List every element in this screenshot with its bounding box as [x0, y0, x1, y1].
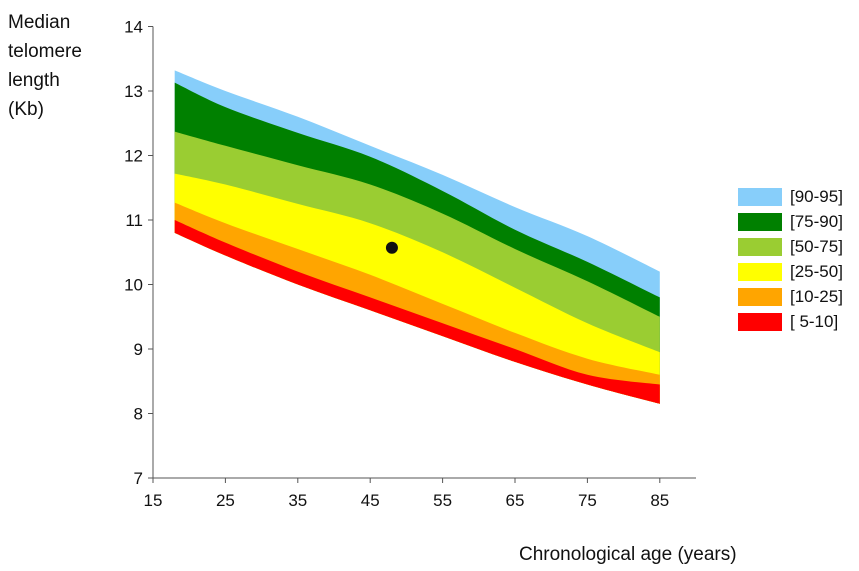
legend-label: [50-75] — [790, 236, 843, 256]
legend-swatch — [738, 262, 782, 281]
percentile-bands — [174, 70, 660, 404]
y-axis-label-line: Median — [8, 12, 71, 33]
legend-item: [50-75] — [738, 234, 843, 259]
y-axis-label-line: (Kb) — [8, 99, 44, 120]
legend-item: [90-95] — [738, 184, 843, 209]
legend-label: [90-95] — [790, 186, 843, 206]
y-tick-label: 8 — [134, 405, 143, 424]
y-tick-label: 13 — [124, 82, 143, 101]
legend-swatch — [738, 312, 782, 331]
legend-swatch — [738, 287, 782, 306]
y-axis-label-line: telomere — [8, 41, 82, 62]
legend-item: [75-90] — [738, 209, 843, 234]
x-tick-label: 25 — [216, 491, 235, 510]
y-axis-label-line: length — [8, 70, 60, 91]
y-tick-label: 7 — [134, 469, 143, 488]
y-tick-label: 10 — [124, 276, 143, 295]
legend-swatch — [738, 237, 782, 256]
legend-swatch — [738, 212, 782, 231]
legend-item: [ 5-10] — [738, 309, 843, 334]
data-point — [385, 241, 398, 254]
y-tick-label: 9 — [134, 340, 143, 359]
legend-label: [ 5-10] — [790, 311, 839, 331]
x-tick-label: 35 — [288, 491, 307, 510]
x-axis-label: Chronological age (years) — [519, 544, 737, 565]
y-tick-label: 14 — [124, 18, 143, 37]
x-tick-label: 85 — [650, 491, 669, 510]
x-tick-label: 55 — [433, 491, 452, 510]
band-10-25 — [174, 202, 660, 404]
y-tick-label: 12 — [124, 147, 143, 166]
legend: [90-95] [75-90] [50-75] [25-50] [10-25] … — [738, 184, 843, 334]
x-tick-label: 75 — [578, 491, 597, 510]
y-tick-label: 11 — [125, 211, 143, 230]
legend-item: [10-25] — [738, 284, 843, 309]
x-tick-label: 65 — [506, 491, 525, 510]
data-points — [385, 241, 398, 254]
legend-swatch — [738, 187, 782, 206]
axes: 15 25 35 45 55 65 75 85 7 8 9 10 11 12 13 14 — [124, 18, 696, 510]
legend-label: [25-50] — [790, 261, 843, 281]
legend-item: [25-50] — [738, 259, 843, 284]
legend-label: [75-90] — [790, 211, 843, 231]
x-tick-label: 15 — [144, 491, 163, 510]
band-5-10 — [174, 220, 660, 404]
legend-label: [10-25] — [790, 286, 843, 306]
y-axis-label: Median telomere length (Kb) — [8, 8, 82, 124]
x-tick-label: 45 — [361, 491, 380, 510]
